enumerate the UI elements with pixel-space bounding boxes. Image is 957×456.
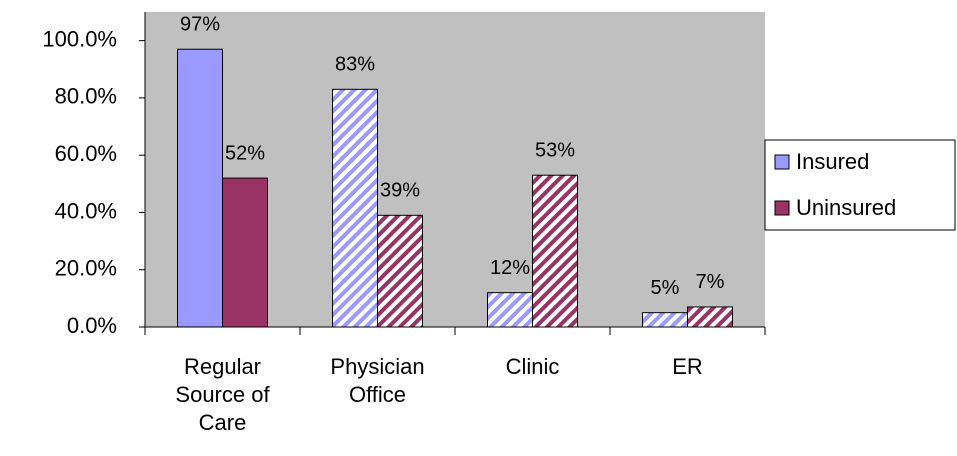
legend-box <box>764 139 956 231</box>
value-label: 83% <box>335 54 375 76</box>
value-label: 52% <box>225 142 265 164</box>
bar <box>487 292 533 328</box>
value-label: 39% <box>380 180 420 202</box>
value-label: 5% <box>651 277 680 299</box>
x-tick-label: Clinic <box>505 354 560 379</box>
x-tick-label: Regular Source of Care <box>175 354 270 435</box>
value-label: 12% <box>490 257 530 279</box>
legend-label: Uninsured <box>796 195 896 220</box>
y-tick-label: 0.0% <box>67 313 117 338</box>
bar <box>377 214 423 328</box>
bar <box>687 306 733 328</box>
value-label: 53% <box>535 140 575 162</box>
y-tick-label: 60.0% <box>55 141 117 166</box>
value-label: 7% <box>696 271 725 293</box>
y-tick-label: 20.0% <box>55 256 117 281</box>
value-label: 97% <box>180 14 220 36</box>
bar <box>332 88 378 328</box>
y-tick-label: 100.0% <box>42 26 117 51</box>
bar <box>177 48 223 328</box>
x-tick-label: Physician Office <box>330 354 425 407</box>
bar <box>642 312 688 328</box>
legend-swatch <box>774 154 790 170</box>
x-tick-label: ER <box>672 354 703 379</box>
legend-label: Insured <box>796 149 869 174</box>
bar <box>222 177 268 328</box>
y-tick-label: 80.0% <box>55 84 117 109</box>
legend-swatch <box>774 200 790 216</box>
y-tick-label: 40.0% <box>55 198 117 223</box>
bar <box>532 174 578 328</box>
